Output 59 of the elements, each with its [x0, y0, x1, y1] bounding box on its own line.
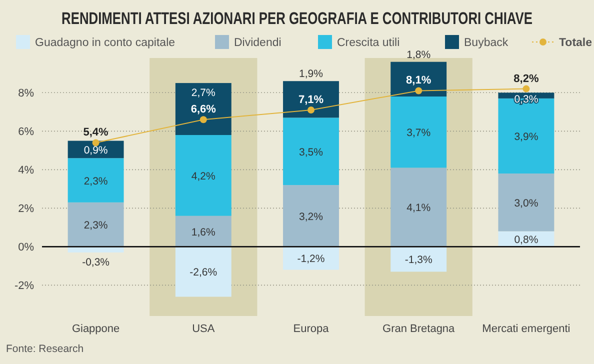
x-tick-label: Giappone: [72, 323, 120, 335]
data-label: 1,6%: [191, 226, 216, 238]
data-label: 4,2%: [191, 170, 216, 182]
data-label: 0,9%: [84, 144, 108, 156]
data-label: 2,3%: [84, 175, 108, 188]
legend-label: Totale: [559, 37, 592, 49]
data-label: 1,9%: [299, 68, 323, 80]
legend-label: Crescita utili: [337, 37, 400, 49]
x-tick-label: Mercati emergenti: [482, 323, 570, 335]
bar: [68, 202, 124, 247]
x-tick-label: Gran Bretagna: [382, 323, 456, 335]
data-label: -2,6%: [190, 266, 218, 279]
legend-label: Guadagno in conto capitale: [35, 37, 176, 49]
y-tick-label: -2%: [14, 280, 34, 292]
data-label: -0,3%: [82, 256, 110, 268]
data-label: 6,6%: [190, 104, 216, 116]
data-label: 2,3%: [84, 220, 108, 232]
bar: [283, 246, 339, 270]
data-label: 8,1%: [406, 74, 432, 87]
point: [92, 139, 100, 146]
bar: [283, 185, 339, 247]
data-label: 2,7%: [191, 87, 216, 100]
bar: [390, 96, 447, 168]
data-label: 8,2%: [514, 72, 539, 85]
x-tick-label: Europa: [293, 323, 330, 335]
data-label: 3,2%: [299, 210, 323, 223]
data-label: 1,8%: [406, 48, 431, 61]
bar: [390, 246, 447, 272]
source-note: Fonte: Research: [6, 343, 84, 355]
data-label: 3,7%: [406, 127, 431, 140]
data-label: 5,4%: [83, 126, 109, 139]
legend-label: Dividendi: [234, 37, 282, 49]
chart-title: RENDIMENTI ATTESI AZIONARI PER GEOGRAFIA E CONTRIBUTORI CHIAVE: [62, 9, 532, 29]
y-tick-label: 0%: [18, 242, 34, 254]
bar: [175, 135, 232, 216]
bar: [68, 158, 124, 202]
y-tick-label: 4%: [18, 164, 34, 177]
point: [200, 116, 207, 124]
y-tick-label: 8%: [18, 88, 34, 100]
x-tick-label: USA: [192, 323, 216, 335]
y-tick-label: 6%: [18, 126, 34, 138]
legend-label: Buyback: [464, 37, 508, 49]
point: [308, 106, 314, 114]
data-label: 7,1%: [298, 94, 324, 106]
data-label: 3,5%: [299, 146, 323, 158]
data-label: 3,9%: [514, 130, 538, 143]
bar: [498, 174, 554, 232]
data-label: 0,8%: [514, 234, 538, 246]
bar: [175, 246, 232, 297]
bar: [283, 118, 339, 186]
bar: [390, 168, 447, 247]
point: [522, 85, 530, 92]
data-label: 3,0%: [514, 197, 538, 210]
bar: [175, 216, 232, 247]
data-label: 4,1%: [406, 202, 431, 214]
y-tick-label: 2%: [18, 203, 34, 216]
data-label: -1,2%: [297, 253, 325, 266]
point: [415, 87, 422, 94]
data-label: -1,3%: [404, 254, 432, 266]
